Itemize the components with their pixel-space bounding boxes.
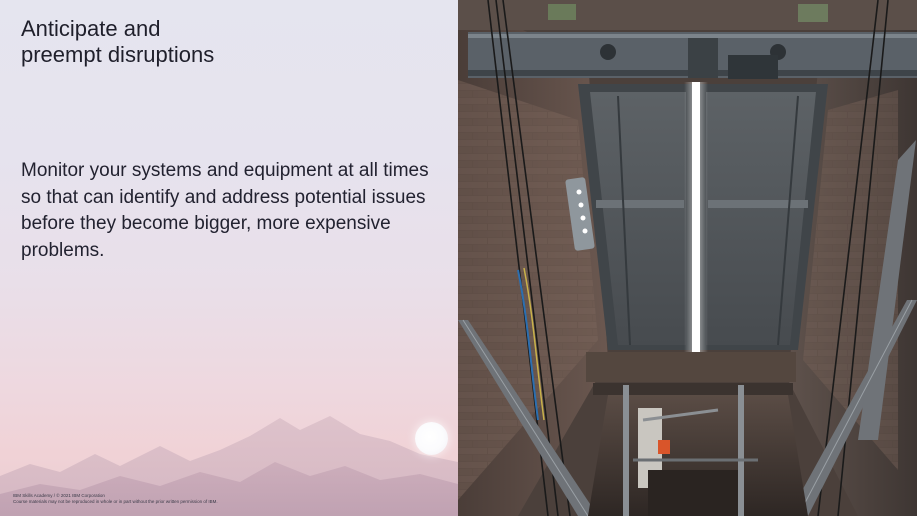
- mountain-silhouette-illustration: [0, 416, 458, 516]
- elevator-shaft-image: [458, 0, 917, 516]
- copyright-footer: IBM Skills Academy / © 2021 IBM Corporat…: [13, 493, 313, 505]
- footer-line-2: Course materials may not be reproduced i…: [13, 499, 218, 504]
- elevator-shaft-photo: [458, 0, 917, 516]
- footer-line-1: IBM Skills Academy / © 2021 IBM Corporat…: [13, 493, 105, 498]
- sun-illustration: [415, 422, 448, 455]
- slide-title: Anticipate and preempt disruptions: [21, 16, 215, 67]
- slide-body-text: Monitor your systems and equipment at al…: [21, 160, 429, 261]
- text-panel: Anticipate and preempt disruptions Monit…: [0, 0, 458, 516]
